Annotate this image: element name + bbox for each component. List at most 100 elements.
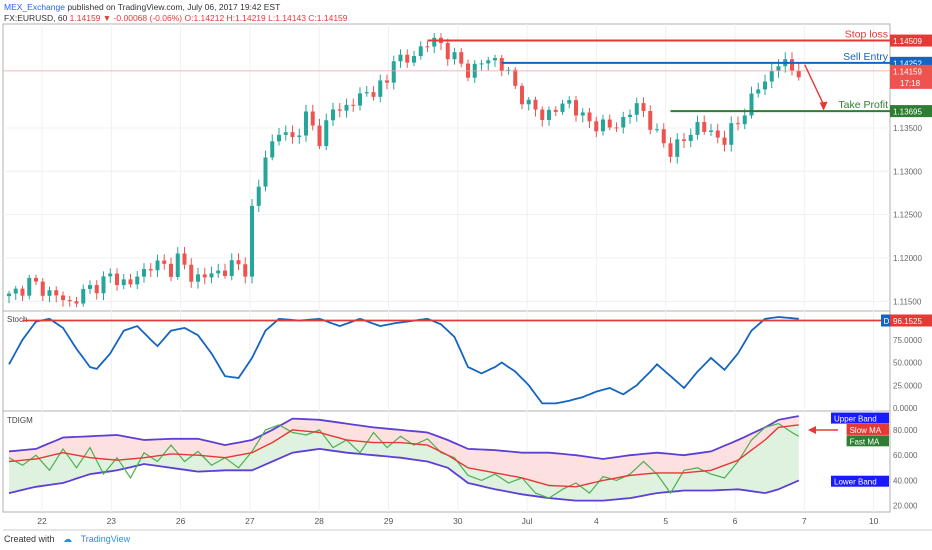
stoch-y-tick: 50.0000 — [893, 359, 922, 368]
current-price-label: 1.14159 — [893, 67, 922, 76]
level-label: Sell Entry — [843, 51, 889, 63]
x-tick-label: 6 — [733, 516, 738, 526]
candle-body — [695, 122, 700, 135]
candle-body — [7, 293, 11, 297]
candle-body — [641, 103, 646, 112]
candle-body — [628, 114, 632, 118]
candle-body — [385, 80, 389, 83]
x-tick-label: Jul — [522, 516, 533, 526]
author-name[interactable]: MEX_Exchange — [4, 2, 65, 12]
candle-body — [398, 54, 403, 62]
candle-body — [452, 52, 457, 60]
candle-body — [175, 253, 180, 277]
candle-body — [115, 273, 119, 286]
candle-body — [391, 61, 396, 83]
candle-body — [634, 103, 639, 115]
candle-body — [418, 46, 423, 57]
level-label: Stop loss — [845, 29, 888, 41]
candle-body — [243, 264, 248, 277]
tdi-legend-label: Lower Band — [834, 478, 877, 487]
candle-body — [493, 58, 497, 61]
y-tick-label: 1.13500 — [893, 124, 922, 133]
candle-body — [547, 109, 551, 120]
candle-body — [256, 186, 261, 206]
candle-body — [223, 270, 227, 276]
candle-body — [567, 100, 572, 104]
candle-body — [216, 270, 221, 274]
x-tick-label: 22 — [37, 516, 47, 526]
candle-body — [486, 60, 491, 64]
tdi-title: TDIGM — [7, 416, 33, 425]
candle-body — [229, 260, 234, 276]
candle-body — [425, 46, 430, 48]
candle-body — [74, 301, 79, 304]
candle-body — [331, 109, 335, 121]
candle-body — [580, 112, 585, 116]
tradingview-brand[interactable]: TradingView — [80, 534, 131, 544]
candle-body — [101, 276, 106, 294]
stoch-marker — [881, 314, 890, 327]
candle-body — [250, 205, 254, 277]
price-tag-label: 1.13695 — [893, 108, 922, 117]
candle-body — [283, 132, 288, 135]
candle-body — [344, 104, 349, 111]
publish-line: MEX_Exchange published on TradingView.co… — [4, 2, 280, 12]
candle-body — [378, 80, 383, 97]
x-tick-label: 27 — [245, 516, 255, 526]
projection-arrowhead — [819, 101, 828, 111]
candle-body — [371, 92, 376, 97]
candle-body — [54, 290, 59, 296]
candle-body — [729, 123, 734, 145]
candle-body — [445, 43, 450, 60]
candle-body — [270, 141, 275, 158]
price-tag-label: 1.14509 — [893, 37, 922, 46]
y-tick-label: 1.12500 — [893, 211, 922, 220]
tdi-y-tick: 60.000 — [893, 451, 918, 460]
candle-body — [682, 139, 686, 141]
candle-body — [655, 129, 659, 131]
x-tick-label: 5 — [663, 516, 668, 526]
candle-body — [358, 93, 362, 106]
tdi-pointer-arrowhead — [808, 425, 816, 434]
candle-body — [506, 69, 511, 71]
candle-body — [108, 273, 113, 277]
published-text: published on TradingView.com, July 06, 2… — [67, 2, 281, 12]
candle-body — [688, 134, 693, 141]
candle-body — [236, 260, 241, 265]
candle-body — [513, 69, 518, 86]
candle-body — [148, 268, 153, 271]
candle-body — [412, 56, 416, 63]
candle-body — [796, 70, 801, 78]
candle-body — [749, 93, 754, 116]
upper-band-fill — [9, 416, 799, 487]
candle-body — [526, 99, 531, 105]
candle-body — [533, 99, 538, 110]
candle-body — [601, 119, 605, 132]
candle-body — [587, 112, 592, 122]
candle-body — [742, 115, 747, 125]
price-tag — [890, 34, 932, 47]
stoch-line — [8, 316, 799, 405]
tdi-legend-box — [831, 412, 889, 424]
candle-body — [128, 279, 133, 285]
candle-body — [574, 100, 578, 116]
stoch-level-label: 96.1525 — [893, 317, 922, 326]
tdi-y-tick: 20.000 — [893, 502, 918, 511]
x-tick-label: 26 — [176, 516, 186, 526]
candle-body — [702, 122, 707, 132]
level-label: Take Profit — [838, 99, 888, 111]
tdi-y-tick: 40.000 — [893, 476, 918, 485]
stoch-y-tick: 0.0000 — [893, 404, 918, 413]
symbol-line: FX:EURUSD, 60 1.14159 ▼ -0.00068 (-0.06%… — [4, 13, 348, 23]
last-price: 1.14159 — [69, 13, 101, 23]
candle-body — [297, 135, 302, 137]
candle-body — [155, 260, 160, 271]
lower-band-fill — [9, 424, 799, 501]
upper-band-line — [8, 415, 799, 460]
candle-body — [594, 121, 599, 132]
candle-body — [364, 92, 369, 94]
footer: Created with ☁ TradingView — [4, 534, 130, 545]
stoch-title: Stoch — [7, 315, 27, 324]
tdi-legend-box — [846, 435, 889, 447]
